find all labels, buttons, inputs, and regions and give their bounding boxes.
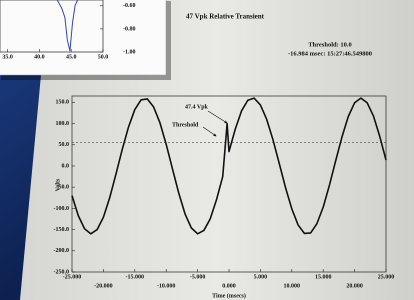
subtitle: -16.984 msec: 15:27:46.549800 <box>288 50 372 57</box>
y-tick-label: -0.60 <box>123 3 136 9</box>
y-tick-label: 150.0 <box>56 100 70 106</box>
annotation: 47.4 Vpk <box>185 104 209 110</box>
x-tick-label: -10.000 <box>157 283 176 289</box>
x-tick-label: 15.000 <box>315 274 332 280</box>
x-axis-label: Time (msecs) <box>212 292 246 299</box>
x-tick-label: -5.000 <box>190 274 206 280</box>
annotation: Threshold <box>172 122 199 128</box>
x-tick-label: 25.000 <box>378 274 395 280</box>
chart-title: 47 Vpk Relative Transient <box>186 13 265 21</box>
y-tick-label: -150.0 <box>54 227 70 233</box>
x-tick-label: 40.0 <box>34 54 45 60</box>
screen: 47 Vpk Relative Transient Threshold: 10.… <box>0 0 414 300</box>
y-tick-label: 0.0 <box>62 163 70 169</box>
x-tick-label: 10.000 <box>284 283 301 289</box>
inset-chart: -0.60 -0.80 -1.00 35.0 40.0 45.0 50.0 <box>0 0 171 80</box>
subtitle: Threshold: 10.0 <box>308 41 352 48</box>
x-tick-label: 0.000 <box>222 283 236 289</box>
y-tick-label: -200.0 <box>54 248 70 254</box>
x-tick-label: -20.000 <box>94 283 113 289</box>
x-tick-label: 35.0 <box>2 54 13 60</box>
x-tick-label: 20.000 <box>346 283 363 289</box>
y-tick-label: -50.0 <box>57 185 70 191</box>
x-tick-label: 50.0 <box>98 54 109 60</box>
x-tick-label: 5.000 <box>254 274 268 280</box>
y-tick-label: 100.0 <box>56 121 70 127</box>
x-tick-label: 45.0 <box>66 54 77 60</box>
y-tick-label: -1.00 <box>123 49 136 55</box>
y-tick-label: -0.80 <box>123 26 136 32</box>
page: 47 Vpk Relative Transient Threshold: 10.… <box>0 0 414 300</box>
x-tick-label: -25.000 <box>63 274 82 280</box>
y-tick-label: -100.0 <box>54 206 70 212</box>
x-tick-label: -15.000 <box>126 274 145 280</box>
y-tick-label: 50.0 <box>59 142 70 148</box>
inset-window <box>0 0 166 75</box>
